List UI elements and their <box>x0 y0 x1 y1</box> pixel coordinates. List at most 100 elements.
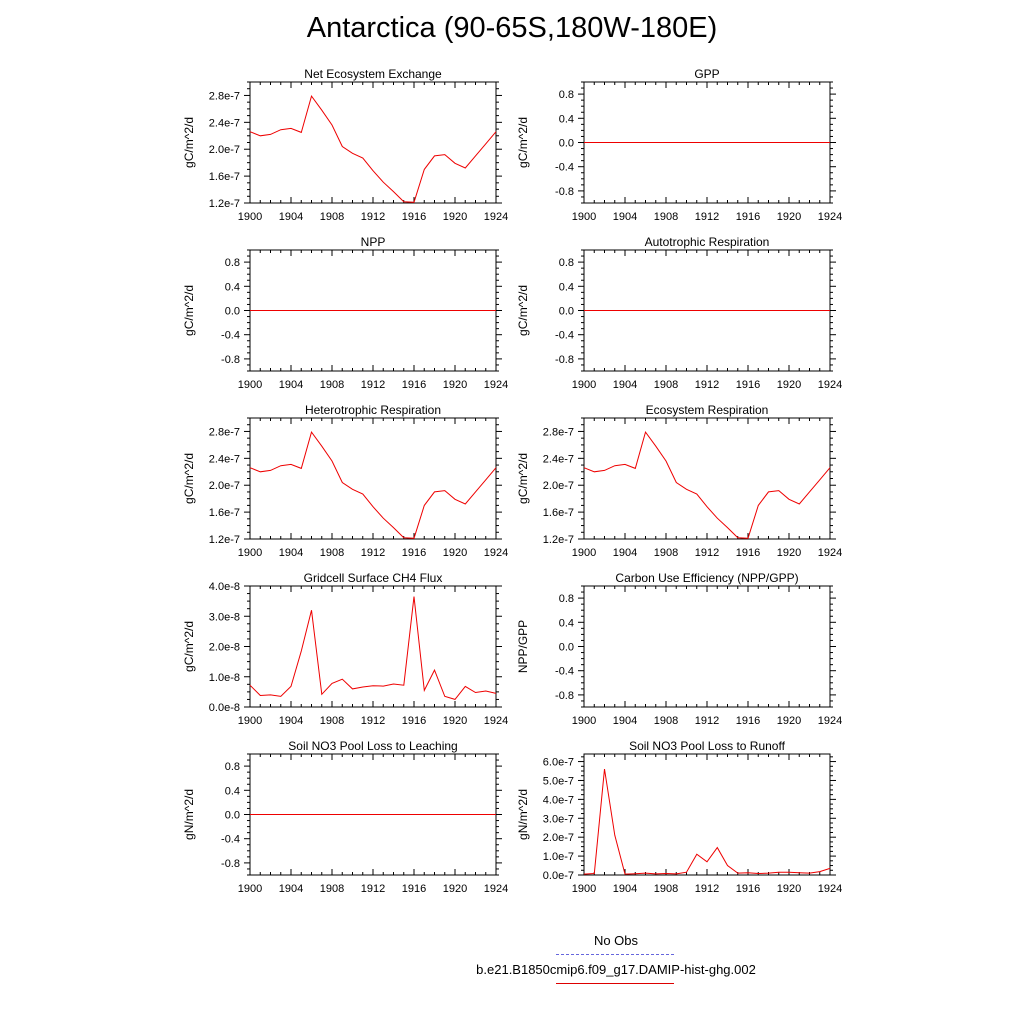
y-axis-label-net-ecosystem-exchange: gC/m^2/d <box>182 117 196 168</box>
y-tick-label: 1.2e-7 <box>209 534 240 546</box>
x-tick-label: 1904 <box>613 211 637 223</box>
y-tick-label: 5.0e-7 <box>543 775 574 787</box>
y-axis-label-gpp: gC/m^2/d <box>516 117 530 168</box>
y-tick-label: 0.8 <box>225 761 240 773</box>
x-tick-label: 1924 <box>818 715 842 727</box>
x-tick-label: 1920 <box>443 211 467 223</box>
x-tick-label: 1908 <box>320 883 344 895</box>
y-tick-label: -0.4 <box>555 666 574 678</box>
x-tick-label: 1900 <box>572 547 596 559</box>
y-tick-label: 2.0e-7 <box>543 832 574 844</box>
y-tick-label: -0.4 <box>555 330 574 342</box>
y-axis-label-npp: gC/m^2/d <box>182 285 196 336</box>
x-tick-label: 1904 <box>613 715 637 727</box>
y-tick-label: 0.4 <box>559 113 574 125</box>
y-tick-label: 1.0e-8 <box>209 672 240 684</box>
x-tick-label: 1908 <box>654 211 678 223</box>
y-tick-label: 2.0e-7 <box>209 480 240 492</box>
y-axis-label-heterotrophic-respiration: gC/m^2/d <box>182 453 196 504</box>
y-tick-label: 0.0e-7 <box>543 870 574 882</box>
x-tick-label: 1920 <box>443 547 467 559</box>
x-tick-label: 1900 <box>238 547 262 559</box>
y-tick-label: 0.0 <box>559 642 574 654</box>
y-tick-label: -0.4 <box>221 330 240 342</box>
y-axis-label-ecosystem-respiration: gC/m^2/d <box>516 453 530 504</box>
y-tick-label: 0.4 <box>225 281 240 293</box>
x-tick-label: 1916 <box>736 883 760 895</box>
x-tick-label: 1900 <box>572 211 596 223</box>
x-tick-label: 1916 <box>736 547 760 559</box>
x-tick-label: 1912 <box>695 883 719 895</box>
y-tick-label: 0.0e-8 <box>209 702 240 714</box>
x-tick-label: 1920 <box>777 379 801 391</box>
legend-line-no-obs <box>556 954 674 955</box>
y-tick-label: 1.6e-7 <box>543 507 574 519</box>
chart-title-soil-no3-pool-loss-to-runoff: Soil NO3 Pool Loss to Runoff <box>629 739 786 753</box>
y-tick-label: -0.4 <box>221 834 240 846</box>
y-tick-label: 0.8 <box>559 89 574 101</box>
y-tick-label: 3.0e-7 <box>543 813 574 825</box>
legend-label-series: b.e21.B1850cmip6.f09_g17.DAMIP-hist-ghg.… <box>476 962 756 977</box>
x-tick-label: 1900 <box>572 715 596 727</box>
x-tick-label: 1912 <box>361 883 385 895</box>
y-tick-label: -0.8 <box>221 354 240 366</box>
x-tick-label: 1924 <box>818 547 842 559</box>
chart-title-heterotrophic-respiration: Heterotrophic Respiration <box>305 403 441 417</box>
x-tick-label: 1924 <box>484 211 508 223</box>
x-tick-label: 1908 <box>654 715 678 727</box>
x-tick-label: 1924 <box>484 547 508 559</box>
y-axis-label-soil-no3-pool-loss-to-runoff: gN/m^2/d <box>516 789 530 840</box>
x-tick-label: 1916 <box>402 211 426 223</box>
chart-title-ecosystem-respiration: Ecosystem Respiration <box>646 403 769 417</box>
y-tick-label: 2.0e-7 <box>543 480 574 492</box>
y-tick-label: 6.0e-7 <box>543 757 574 769</box>
plot-frame-carbon-use-efficiency-npp-gpp <box>583 585 831 708</box>
plot-frame-gridcell-surface-ch4-flux <box>249 585 497 708</box>
x-tick-label: 1912 <box>695 547 719 559</box>
x-tick-label: 1904 <box>279 883 303 895</box>
chart-title-gridcell-surface-ch4-flux: Gridcell Surface CH4 Flux <box>304 571 443 585</box>
y-tick-label: 4.0e-8 <box>209 581 240 593</box>
x-tick-label: 1900 <box>238 883 262 895</box>
x-tick-label: 1900 <box>238 379 262 391</box>
x-tick-label: 1912 <box>361 715 385 727</box>
x-tick-label: 1920 <box>777 211 801 223</box>
x-tick-label: 1900 <box>572 883 596 895</box>
x-tick-label: 1900 <box>238 715 262 727</box>
x-tick-label: 1908 <box>654 547 678 559</box>
plot-frame-heterotrophic-respiration <box>249 417 497 540</box>
chart-title-net-ecosystem-exchange: Net Ecosystem Exchange <box>304 67 442 81</box>
y-tick-label: 2.8e-7 <box>543 426 574 438</box>
x-tick-label: 1916 <box>736 211 760 223</box>
plot-frame-net-ecosystem-exchange <box>249 81 497 204</box>
y-tick-label: 1.6e-7 <box>209 507 240 519</box>
x-tick-label: 1916 <box>402 379 426 391</box>
y-axis-label-soil-no3-pool-loss-to-leaching: gN/m^2/d <box>182 789 196 840</box>
x-tick-label: 1920 <box>443 715 467 727</box>
y-tick-label: 0.4 <box>225 785 240 797</box>
y-tick-label: 1.0e-7 <box>543 851 574 863</box>
x-tick-label: 1904 <box>279 547 303 559</box>
y-tick-label: 2.0e-8 <box>209 642 240 654</box>
y-tick-label: 2.8e-7 <box>209 90 240 102</box>
y-tick-label: 2.4e-7 <box>209 453 240 465</box>
x-tick-label: 1924 <box>484 379 508 391</box>
x-tick-label: 1924 <box>484 715 508 727</box>
series-line-ecosystem-respiration <box>583 430 831 539</box>
x-tick-label: 1912 <box>695 379 719 391</box>
x-tick-label: 1924 <box>484 883 508 895</box>
chart-title-gpp: GPP <box>694 67 719 81</box>
x-tick-label: 1904 <box>279 715 303 727</box>
series-line-gridcell-surface-ch4-flux <box>249 596 497 700</box>
x-tick-label: 1908 <box>320 715 344 727</box>
chart-title-autotrophic-respiration: Autotrophic Respiration <box>645 235 770 249</box>
y-tick-label: 2.8e-7 <box>209 426 240 438</box>
x-tick-label: 1920 <box>777 547 801 559</box>
x-tick-label: 1920 <box>443 379 467 391</box>
x-tick-label: 1920 <box>443 883 467 895</box>
x-tick-label: 1916 <box>402 547 426 559</box>
x-tick-label: 1908 <box>654 883 678 895</box>
y-tick-label: -0.4 <box>555 162 574 174</box>
x-tick-label: 1904 <box>279 379 303 391</box>
